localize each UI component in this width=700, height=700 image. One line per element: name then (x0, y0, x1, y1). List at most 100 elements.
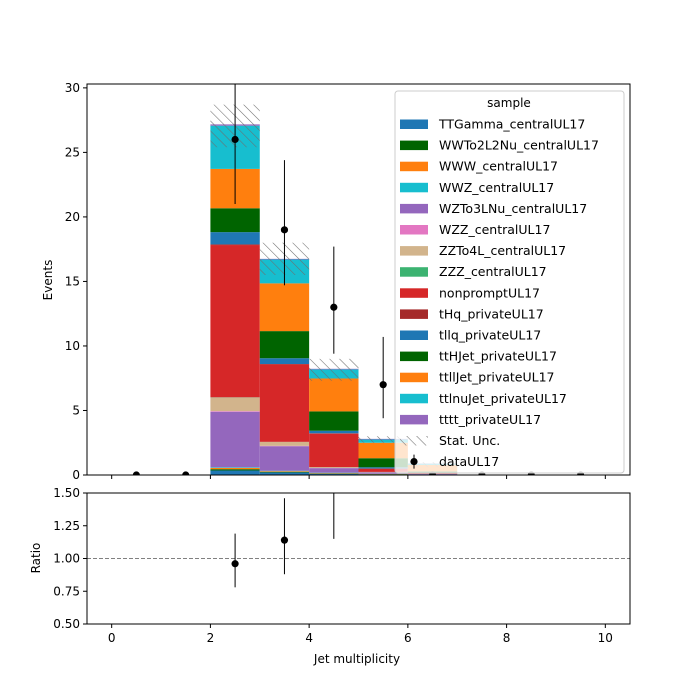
main-y-axis-label: Events (41, 260, 55, 301)
legend-swatch (400, 372, 428, 383)
data-point (280, 226, 289, 234)
bar-segment (259, 471, 310, 472)
bar-segment (210, 467, 260, 470)
ratio-point (280, 536, 289, 544)
y-tick-label: 1.50 (53, 486, 80, 500)
bar-segment (210, 208, 260, 233)
bar-segment (210, 397, 260, 412)
bar-segment (210, 469, 260, 471)
legend-label: WZTo3LNu_centralUL17 (439, 201, 587, 216)
bar-segment (259, 358, 310, 365)
y-tick-label: 5 (72, 403, 80, 417)
legend-swatch (400, 267, 428, 277)
legend-swatch (400, 393, 428, 404)
bar-segment (210, 411, 260, 468)
bar-segment (358, 467, 408, 469)
bar-segment (309, 467, 359, 468)
bar-segment (358, 472, 408, 474)
legend-label: ttlnuJet_privateUL17 (439, 391, 567, 406)
y-tick-label: 20 (65, 210, 80, 224)
y-tick-label: 15 (65, 274, 80, 288)
x-axis-label: Jet multiplicity (313, 652, 400, 666)
ratio-y-ticks: 0.50 0.75 1.00 1.25 1.50 (53, 486, 87, 631)
main-panel: 0 5 10 15 20 25 30 Events (41, 81, 631, 482)
bar-segment (259, 472, 310, 475)
legend-swatch (400, 203, 428, 214)
y-tick-label: 0.75 (53, 584, 80, 598)
bar-segment (259, 441, 310, 446)
legend-swatch (400, 246, 428, 256)
legend-label: ttHJet_privateUL17 (439, 349, 557, 364)
legend-label: tllq_privateUL17 (439, 328, 541, 343)
y-tick-label: 1.25 (53, 519, 80, 533)
legend-label: WWZ_centralUL17 (439, 180, 554, 195)
bar-segment (309, 468, 359, 473)
bar-segment (309, 473, 359, 475)
bar-segment (210, 232, 260, 245)
legend-title: sample (487, 96, 531, 110)
legend-swatch (400, 330, 428, 340)
x-tick-label: 10 (598, 631, 613, 645)
legend-label: ZZTo4L_centralUL17 (439, 243, 566, 258)
legend-swatch (400, 351, 428, 362)
main-y-ticks: 0 5 10 15 20 25 30 (65, 81, 87, 482)
x-tick-label: 4 (305, 631, 313, 645)
ratio-y-axis-label: Ratio (29, 543, 43, 574)
legend-swatch (400, 225, 428, 235)
data-point (330, 303, 338, 311)
legend-swatch (400, 161, 428, 172)
legend-swatch (400, 309, 428, 319)
bar-segment (309, 378, 359, 412)
bar-segment (259, 331, 310, 359)
bar-segment (210, 411, 260, 412)
bar-segment (358, 458, 408, 468)
bar-segment (259, 471, 310, 473)
bar-segment (259, 283, 310, 332)
y-tick-label: 0 (72, 468, 80, 482)
bar-segment (210, 245, 260, 398)
bar-segment (210, 244, 260, 246)
legend-marker (410, 458, 418, 466)
main-axes-frame (86, 83, 631, 476)
bar-segment (358, 468, 408, 472)
bar-segment (309, 430, 359, 434)
y-tick-label: 10 (65, 339, 80, 353)
data-point (182, 471, 190, 475)
legend-label: WZZ_centralUL17 (439, 222, 550, 237)
y-tick-label: 0.50 (53, 617, 80, 631)
data-point (132, 471, 140, 475)
bar-segment (259, 364, 310, 442)
legend-swatch (400, 119, 428, 129)
ratio-x-ticks: 0 2 4 6 8 10 (108, 624, 613, 645)
stat-unc-band (358, 436, 408, 443)
ratio-panel: 0.50 0.75 1.00 1.25 1.50 0 2 4 6 8 10 Ratio Jet m… (29, 486, 631, 666)
bar-segment (210, 467, 260, 468)
legend-label: WWTo2L2Nu_centralUL17 (439, 138, 599, 153)
bar-segment (309, 411, 359, 431)
y-tick-label: 1.00 (53, 552, 80, 566)
main-x-ticks (111, 475, 606, 479)
x-tick-label: 6 (404, 631, 412, 645)
x-tick-label: 0 (108, 631, 116, 645)
data-point (379, 381, 387, 389)
legend-items: TTGamma_centralUL17 WWTo2L2Nu_centralUL17… (400, 117, 599, 469)
legend-swatch-hatch (400, 436, 428, 446)
legend-label: ttllJet_privateUL17 (439, 370, 555, 385)
y-tick-label: 25 (65, 145, 80, 159)
legend-swatch (400, 288, 428, 298)
bar-segment (210, 470, 260, 475)
legend-label: nonpromptUL17 (439, 285, 540, 300)
legend: sample TTGamma_centralUL17 WWTo2L2Nu_cent… (394, 90, 625, 474)
y-tick-label: 30 (65, 81, 80, 95)
legend-label: Stat. Unc. (439, 433, 500, 448)
legend-label: ZZZ_centralUL17 (439, 264, 547, 279)
ratio-points (231, 493, 335, 588)
legend-swatch (400, 140, 428, 151)
legend-label: WWW_centralUL17 (439, 159, 558, 174)
stat-unc-band (309, 358, 359, 381)
legend-swatch (400, 414, 428, 425)
legend-frame (394, 90, 625, 474)
x-tick-label: 2 (207, 631, 215, 645)
bar-segment (259, 446, 310, 471)
